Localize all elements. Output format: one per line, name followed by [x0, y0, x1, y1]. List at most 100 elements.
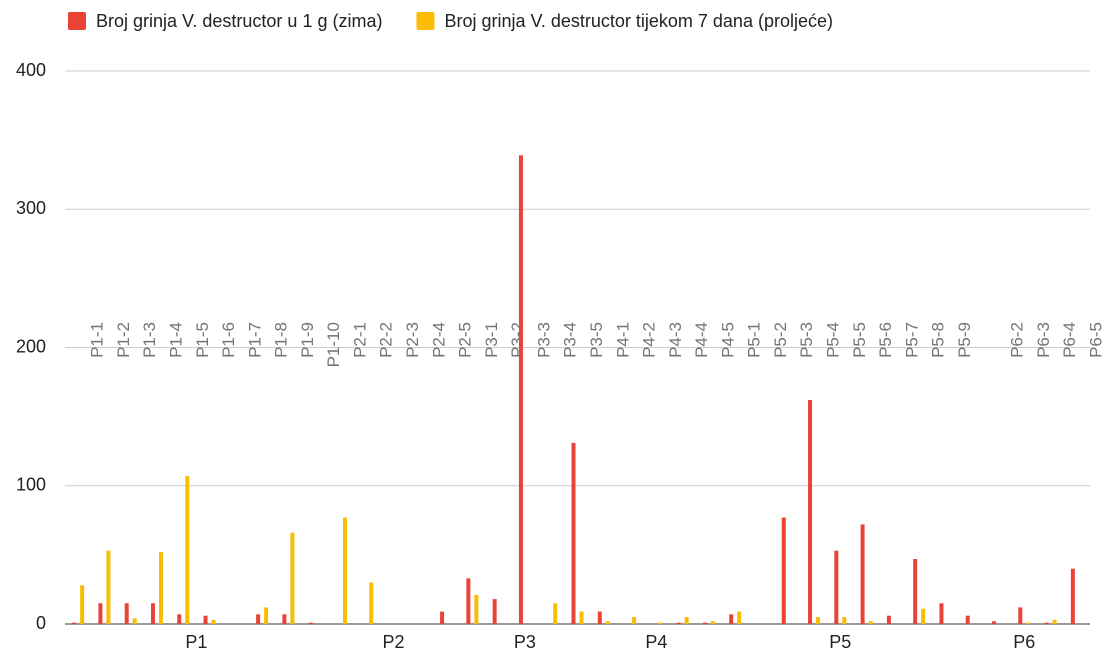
bar — [474, 594, 479, 624]
bar — [80, 585, 85, 624]
x-tick-label: P5-2 — [771, 322, 790, 358]
x-tick-label: P1-5 — [193, 322, 212, 358]
bar — [605, 621, 610, 624]
group-label: P3 — [514, 632, 536, 652]
x-tick-label: P4-5 — [718, 322, 737, 358]
x-tick-label: P4-4 — [692, 322, 711, 358]
x-tick-label: P2-5 — [456, 322, 475, 358]
bar — [1052, 619, 1057, 624]
bar — [150, 603, 155, 624]
bar — [492, 599, 497, 624]
x-tick-label: P4-1 — [613, 322, 632, 358]
x-tick-label: P5-3 — [797, 322, 816, 358]
bar — [729, 614, 734, 624]
bar — [868, 621, 873, 624]
group-label: P2 — [383, 632, 405, 652]
x-tick-label: P5-9 — [955, 322, 974, 358]
x-tick-label: P3-4 — [561, 322, 580, 358]
group-label: P4 — [645, 632, 667, 652]
bar — [737, 611, 742, 624]
legend-swatch — [68, 12, 86, 30]
bar — [816, 617, 821, 624]
x-tick-label: P1-6 — [219, 322, 238, 358]
x-tick-label: P1-9 — [298, 322, 317, 358]
legend-label: Broj grinja V. destructor tijekom 7 dana… — [444, 11, 833, 31]
bar — [72, 622, 77, 624]
y-tick-label: 200 — [16, 336, 46, 356]
bar — [518, 155, 523, 624]
bar — [939, 603, 944, 624]
x-tick-label: P5-7 — [902, 322, 921, 358]
x-tick-label: P1-1 — [88, 322, 107, 358]
y-tick-label: 300 — [16, 198, 46, 218]
bar — [124, 603, 129, 624]
bar — [369, 582, 374, 624]
x-tick-label: P6-2 — [1007, 322, 1026, 358]
bar — [282, 614, 287, 624]
x-tick-label: P5-5 — [850, 322, 869, 358]
x-tick-label: P3-2 — [508, 322, 527, 358]
x-tick-label: P1-2 — [114, 322, 133, 358]
x-tick-label: P5-8 — [929, 322, 948, 358]
y-tick-label: 400 — [16, 60, 46, 80]
group-label: P5 — [829, 632, 851, 652]
bar — [597, 611, 602, 624]
bar — [702, 622, 707, 624]
x-tick-label: P6-4 — [1060, 322, 1079, 358]
x-tick-label: P5-6 — [876, 322, 895, 358]
x-tick-label: P3-1 — [482, 322, 501, 358]
bar — [177, 614, 182, 624]
x-tick-label: P4-3 — [666, 322, 685, 358]
bar — [440, 611, 445, 624]
x-tick-label: P2-2 — [377, 322, 396, 358]
x-tick-label: P6-3 — [1034, 322, 1053, 358]
x-tick-label: P3-5 — [587, 322, 606, 358]
legend-label: Broj grinja V. destructor u 1 g (zima) — [96, 11, 382, 31]
bar — [308, 622, 313, 624]
bar — [571, 442, 576, 624]
bar — [342, 517, 347, 624]
y-tick-label: 100 — [16, 475, 46, 495]
bar — [710, 621, 715, 624]
bar — [684, 617, 689, 624]
group-label: P1 — [185, 632, 207, 652]
x-tick-label: P4-2 — [640, 322, 659, 358]
bar — [158, 552, 163, 624]
bar — [1044, 622, 1049, 624]
bar — [992, 621, 997, 624]
bar — [132, 618, 137, 624]
bar — [921, 608, 926, 624]
bar — [676, 622, 681, 624]
group-label: P6 — [1013, 632, 1035, 652]
bar — [913, 559, 918, 624]
bar — [264, 607, 269, 624]
x-tick-label: P1-7 — [245, 322, 264, 358]
x-tick-label: P2-3 — [403, 322, 422, 358]
bar — [1018, 607, 1023, 624]
x-tick-label: P2-4 — [429, 322, 448, 358]
bar — [256, 614, 261, 624]
bar — [658, 622, 663, 624]
bar — [781, 517, 786, 624]
bar — [1026, 622, 1031, 624]
bar — [466, 578, 471, 624]
bar — [211, 619, 216, 624]
bar — [553, 603, 558, 624]
bar — [98, 603, 103, 624]
bar — [1070, 568, 1075, 624]
bar — [842, 617, 847, 624]
x-tick-label: P1-3 — [140, 322, 159, 358]
bar — [290, 532, 295, 624]
x-tick-label: P5-1 — [745, 322, 764, 358]
bar — [579, 611, 584, 624]
x-tick-label: P1-8 — [272, 322, 291, 358]
x-tick-label: P6-5 — [1086, 322, 1105, 358]
bar — [965, 615, 970, 624]
x-tick-label: P1-4 — [166, 322, 185, 358]
bar — [185, 476, 190, 624]
x-tick-label: P1-10 — [324, 322, 343, 367]
y-tick-label: 0 — [36, 613, 46, 633]
bar — [860, 524, 865, 624]
x-tick-label: P2-1 — [350, 322, 369, 358]
